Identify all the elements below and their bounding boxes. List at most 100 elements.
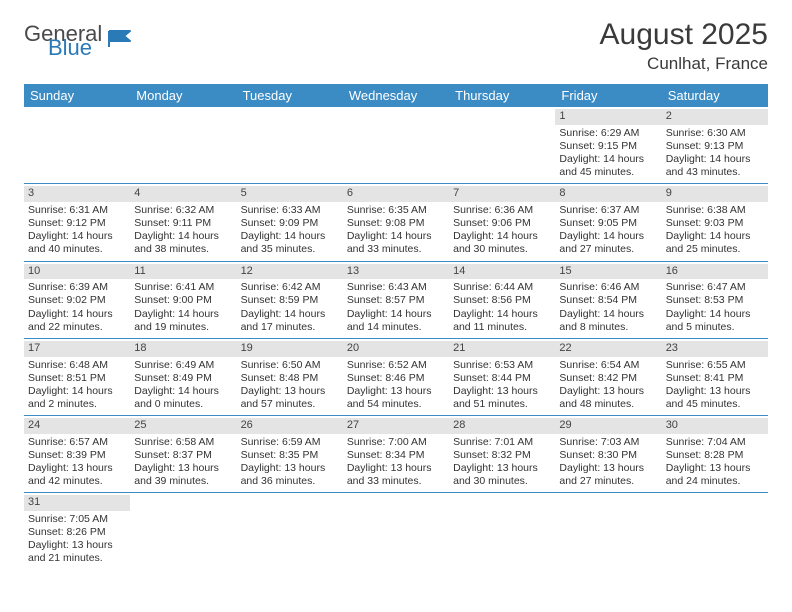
calendar-body: 1Sunrise: 6:29 AMSunset: 9:15 PMDaylight… [24,107,768,570]
sunset-text: Sunset: 8:59 PM [241,294,339,307]
day-number: 11 [130,264,236,280]
calendar-cell: 17Sunrise: 6:48 AMSunset: 8:51 PMDayligh… [24,338,130,415]
daylight-text: and 21 minutes. [28,552,126,565]
sunset-text: Sunset: 8:57 PM [347,294,445,307]
sunrise-text: Sunrise: 6:31 AM [28,204,126,217]
logo-text-blue: Blue [48,38,102,58]
calendar-cell: 2Sunrise: 6:30 AMSunset: 9:13 PMDaylight… [662,107,768,184]
daylight-text: Daylight: 14 hours [134,230,232,243]
sunset-text: Sunset: 9:15 PM [559,140,657,153]
day-number: 17 [24,341,130,357]
sunset-text: Sunset: 8:34 PM [347,449,445,462]
day-number: 23 [662,341,768,357]
day-number: 3 [24,186,130,202]
day-number: 31 [24,495,130,511]
sunset-text: Sunset: 8:48 PM [241,372,339,385]
sunrise-text: Sunrise: 6:38 AM [666,204,764,217]
calendar-cell: 28Sunrise: 7:01 AMSunset: 8:32 PMDayligh… [449,416,555,493]
daylight-text: Daylight: 13 hours [666,462,764,475]
day-number: 28 [449,418,555,434]
daylight-text: and 30 minutes. [453,243,551,256]
sunset-text: Sunset: 8:26 PM [28,526,126,539]
day-number: 1 [555,109,661,125]
calendar-cell: 20Sunrise: 6:52 AMSunset: 8:46 PMDayligh… [343,338,449,415]
calendar-cell [449,107,555,184]
daylight-text: and 33 minutes. [347,243,445,256]
daylight-text: Daylight: 14 hours [28,230,126,243]
daylight-text: and 54 minutes. [347,398,445,411]
day-number: 12 [237,264,343,280]
day-number: 24 [24,418,130,434]
day-number: 5 [237,186,343,202]
sunset-text: Sunset: 8:42 PM [559,372,657,385]
day-number: 18 [130,341,236,357]
daylight-text: Daylight: 14 hours [453,308,551,321]
daylight-text: and 48 minutes. [559,398,657,411]
daylight-text: and 45 minutes. [666,398,764,411]
sunset-text: Sunset: 8:28 PM [666,449,764,462]
daylight-text: Daylight: 14 hours [347,308,445,321]
sunset-text: Sunset: 9:09 PM [241,217,339,230]
daylight-text: Daylight: 14 hours [559,153,657,166]
day-number: 9 [662,186,768,202]
sunrise-text: Sunrise: 6:59 AM [241,436,339,449]
sunset-text: Sunset: 8:46 PM [347,372,445,385]
sunset-text: Sunset: 8:53 PM [666,294,764,307]
calendar-week-row: 3Sunrise: 6:31 AMSunset: 9:12 PMDaylight… [24,184,768,261]
sunrise-text: Sunrise: 7:03 AM [559,436,657,449]
title-block: August 2025 Cunlhat, France [600,18,768,74]
daylight-text: and 39 minutes. [134,475,232,488]
calendar-cell: 7Sunrise: 6:36 AMSunset: 9:06 PMDaylight… [449,184,555,261]
calendar-cell: 19Sunrise: 6:50 AMSunset: 8:48 PMDayligh… [237,338,343,415]
daylight-text: and 38 minutes. [134,243,232,256]
day-number: 30 [662,418,768,434]
sunrise-text: Sunrise: 6:49 AM [134,359,232,372]
daylight-text: and 8 minutes. [559,321,657,334]
daylight-text: and 30 minutes. [453,475,551,488]
day-header: Tuesday [237,84,343,107]
daylight-text: Daylight: 14 hours [241,308,339,321]
day-number: 6 [343,186,449,202]
daylight-text: and 24 minutes. [666,475,764,488]
calendar-cell: 25Sunrise: 6:58 AMSunset: 8:37 PMDayligh… [130,416,236,493]
calendar-cell: 12Sunrise: 6:42 AMSunset: 8:59 PMDayligh… [237,261,343,338]
daylight-text: Daylight: 14 hours [559,230,657,243]
daylight-text: and 51 minutes. [453,398,551,411]
calendar-cell: 10Sunrise: 6:39 AMSunset: 9:02 PMDayligh… [24,261,130,338]
calendar-cell: 9Sunrise: 6:38 AMSunset: 9:03 PMDaylight… [662,184,768,261]
sunrise-text: Sunrise: 6:53 AM [453,359,551,372]
day-number: 26 [237,418,343,434]
sunset-text: Sunset: 9:02 PM [28,294,126,307]
calendar-cell: 23Sunrise: 6:55 AMSunset: 8:41 PMDayligh… [662,338,768,415]
calendar-cell: 29Sunrise: 7:03 AMSunset: 8:30 PMDayligh… [555,416,661,493]
sunset-text: Sunset: 9:03 PM [666,217,764,230]
day-number: 7 [449,186,555,202]
sunset-text: Sunset: 8:37 PM [134,449,232,462]
calendar-table: SundayMondayTuesdayWednesdayThursdayFrid… [24,84,768,570]
daylight-text: and 43 minutes. [666,166,764,179]
sunset-text: Sunset: 8:39 PM [28,449,126,462]
calendar-week-row: 31Sunrise: 7:05 AMSunset: 8:26 PMDayligh… [24,493,768,570]
daylight-text: Daylight: 13 hours [666,385,764,398]
day-header: Sunday [24,84,130,107]
daylight-text: and 22 minutes. [28,321,126,334]
flag-icon [108,29,134,54]
daylight-text: and 45 minutes. [559,166,657,179]
daylight-text: Daylight: 13 hours [28,539,126,552]
daylight-text: and 19 minutes. [134,321,232,334]
daylight-text: Daylight: 13 hours [28,462,126,475]
page-header: General Blue August 2025 Cunlhat, France [24,18,768,74]
calendar-header-row: SundayMondayTuesdayWednesdayThursdayFrid… [24,84,768,107]
logo: General Blue [24,24,134,58]
day-number: 2 [662,109,768,125]
day-header: Thursday [449,84,555,107]
sunset-text: Sunset: 8:32 PM [453,449,551,462]
calendar-cell [343,493,449,570]
location-label: Cunlhat, France [600,54,768,74]
sunset-text: Sunset: 9:05 PM [559,217,657,230]
daylight-text: Daylight: 13 hours [559,462,657,475]
daylight-text: Daylight: 13 hours [241,462,339,475]
sunrise-text: Sunrise: 6:58 AM [134,436,232,449]
day-number: 29 [555,418,661,434]
daylight-text: and 42 minutes. [28,475,126,488]
